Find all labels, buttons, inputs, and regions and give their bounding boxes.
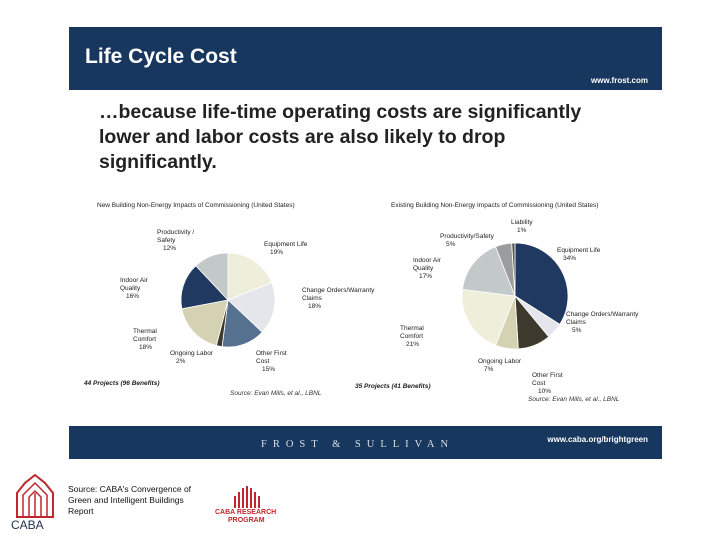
chart1-slice-5 <box>180 265 229 310</box>
chart1-slice-1 <box>227 282 276 333</box>
chart1-slice-label-4: Thermal <box>133 328 157 335</box>
chart2-slice-label-5: Indoor Air <box>413 257 442 264</box>
chart2-slice-value-1: 5% <box>572 327 582 334</box>
chart1-slice-label-2: Other First <box>256 350 287 357</box>
caba-logo-text: CABA <box>11 518 44 531</box>
chart1-slice-label-4: Comfort <box>133 336 156 343</box>
source-note: Source: CABA's Convergence of Green and … <box>68 484 192 516</box>
chart2-source: Source: Evan Mills, et al., LBNL <box>528 396 620 403</box>
chart1-slice-value-3: 2% <box>176 358 186 365</box>
footer-banner: FROST & SULLIVAN www.caba.org/brightgree… <box>69 426 662 459</box>
chart2-slice-label-6: Productivity/Safety <box>440 233 495 240</box>
chart2-slice-label-5: Quality <box>413 265 434 272</box>
chart2-slice-value-4: 21% <box>406 341 419 348</box>
caba-research-program-logo: CABA RESEARCH PROGRAM <box>215 486 276 524</box>
chart2-slice-label-4: Thermal <box>400 325 424 332</box>
chart2-slice-4 <box>461 288 516 346</box>
chart2-slice-label-2: Other First <box>532 372 563 379</box>
chart1-slice-label-0: Equipment Life <box>264 241 308 248</box>
chart2-slice-label-3: Ongoing Labor <box>478 358 522 365</box>
chart1-title: New Building Non-Energy Impacts of Commi… <box>97 202 295 209</box>
chart1-slice-label-6: Productivity / <box>157 229 194 236</box>
headline: …because life-time operating costs are s… <box>99 101 582 173</box>
chart1-slice-label-3: Ongoing Labor <box>170 350 214 357</box>
chart1-slice-value-4: 18% <box>139 344 152 351</box>
chart2-slice-label-1: Claims <box>566 319 587 326</box>
chart1-slice-label-6: Safety <box>157 237 176 244</box>
chart2-slice-value-3: 7% <box>484 366 494 373</box>
chart1-slice-0 <box>227 252 273 301</box>
footer-url: www.caba.org/brightgreen <box>547 435 648 444</box>
chart2-slice-5 <box>461 246 516 297</box>
chart1-slice-6 <box>195 252 229 302</box>
chart1-slice-value-5: 16% <box>126 293 139 300</box>
slide-title: Life Cycle Cost <box>85 45 237 68</box>
chart1-slice-label-5: Quality <box>120 285 141 292</box>
chart2-slice-label-0: Equipment Life <box>557 247 601 254</box>
chart2-slice-label-1: Change Orders/Warranty <box>566 311 639 318</box>
chart2-slice-value-0: 34% <box>563 255 576 262</box>
chart1-footnote: 44 Projects (96 Benefits) <box>83 380 160 387</box>
chart2-footnote: 35 Projects (41 Benefits) <box>355 383 431 390</box>
research-logo-line2: PROGRAM <box>228 517 265 524</box>
title-banner: Life Cycle Cost www.frost.com <box>69 27 662 90</box>
chart1-source: Source: Evan Mills, et al., LBNL <box>230 390 322 397</box>
chart2-slice-label-2: Cost <box>532 380 546 387</box>
chart2-title: Existing Building Non-Energy Impacts of … <box>391 202 598 209</box>
chart2-slice-value-7: 1% <box>517 227 527 234</box>
chart1-slice-label-1: Change Orders/Warranty <box>302 287 375 294</box>
footer-brand: FROST & SULLIVAN <box>261 439 455 450</box>
chart2-slice-value-5: 17% <box>419 273 432 280</box>
chart1-slice-label-1: Claims <box>302 295 323 302</box>
chart1-slice-label-5: Indoor Air <box>120 277 149 284</box>
chart1-slice-4 <box>181 299 229 347</box>
chart1-slice-value-2: 15% <box>262 366 275 373</box>
chart2-slice-7 <box>511 242 516 297</box>
chart2-slice-value-6: 5% <box>446 241 456 248</box>
caba-logo: CABA <box>11 473 54 531</box>
chart1-slice-value-6: 12% <box>163 245 176 252</box>
chart1-slice-label-2: Cost <box>256 358 270 365</box>
chart1-slice-value-1: 18% <box>308 303 321 310</box>
chart2-slice-value-2: 10% <box>538 388 551 395</box>
chart2-slice-label-7: Liability <box>511 219 533 226</box>
site-url: www.frost.com <box>590 76 648 85</box>
research-logo-line1: CABA RESEARCH <box>215 509 276 516</box>
chart2-slice-label-4: Comfort <box>400 333 423 340</box>
chart1-slice-value-0: 19% <box>270 249 283 256</box>
